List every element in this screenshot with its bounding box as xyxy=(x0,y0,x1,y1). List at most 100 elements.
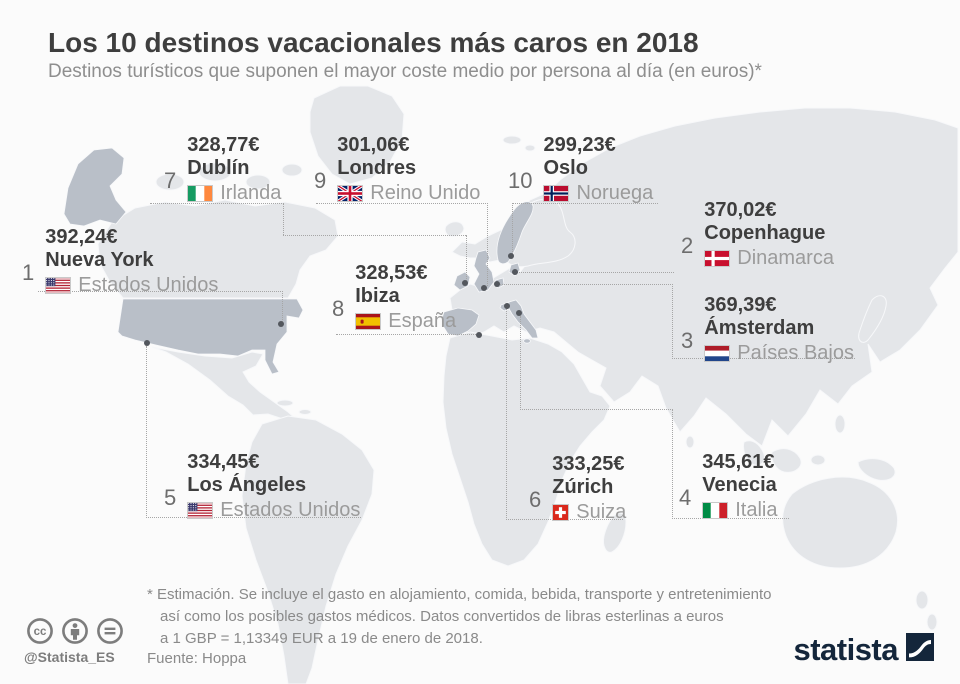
destination-country: Estados Unidos xyxy=(78,274,219,296)
country-italy-highlight xyxy=(507,299,539,339)
continent-greenland xyxy=(309,85,405,185)
destination-rank: 4 xyxy=(679,485,692,510)
spain-flag-icon xyxy=(355,313,382,330)
destination-info: 334,45€ Los Ángeles Estados Unidos xyxy=(187,451,360,522)
destination-country: Irlanda xyxy=(220,182,282,204)
statista-handle: @Statista_ES xyxy=(24,649,115,665)
footnote-line: * Estimación. Se incluye el gasto en alo… xyxy=(147,586,772,603)
destination-callout: 6 333,25€ Zúrich Suiza xyxy=(529,453,626,524)
destination-country-row: Dinamarca xyxy=(704,247,834,270)
destination-callout: 2 370,02€ Copenhague Dinamarca xyxy=(681,199,834,270)
destination-rank: 7 xyxy=(164,168,177,193)
destination-country: Noruega xyxy=(576,182,654,204)
leader-line-new-york xyxy=(282,291,283,322)
destination-country-row: Estados Unidos xyxy=(187,499,360,522)
destination-callout: 3 369,39€ Ámsterdam Países Bajos xyxy=(681,294,854,365)
continent-south-america xyxy=(241,415,375,684)
leader-line-dublin xyxy=(283,203,284,235)
statista-logo: statista xyxy=(793,633,934,666)
destination-rank: 9 xyxy=(314,168,327,193)
island-japan xyxy=(858,295,887,343)
country-usa-alaska-highlight xyxy=(63,147,127,227)
cc-by-icon xyxy=(61,617,89,650)
leader-line-dublin xyxy=(150,203,284,204)
destination-info: 328,53€ Ibiza España xyxy=(355,262,456,333)
destination-callout: 4 345,61€ Venecia Italia xyxy=(679,451,778,522)
destination-city: Los Ángeles xyxy=(187,474,307,496)
leader-line-zurich xyxy=(506,309,507,520)
destination-country: Dinamarca xyxy=(737,247,834,269)
destination-country: España xyxy=(388,310,457,332)
switzerland-flag-icon xyxy=(552,504,570,521)
island-borneo xyxy=(771,448,802,473)
destination-country-row: Países Bajos xyxy=(704,342,854,365)
destination-country-row: Reino Unido xyxy=(337,182,480,205)
destination-rank: 3 xyxy=(681,328,694,353)
destination-price: 334,45€ xyxy=(187,451,260,473)
island-madagascar xyxy=(603,512,627,553)
continent-africa xyxy=(442,331,611,567)
destination-rank: 10 xyxy=(508,168,533,193)
destination-country: Estados Unidos xyxy=(220,499,361,521)
destination-price: 328,53€ xyxy=(355,262,428,284)
city-dot-los-angeles xyxy=(144,340,150,346)
island-sulawesi xyxy=(810,454,826,466)
destination-city: Dublín xyxy=(187,157,250,179)
destination-city: Zúrich xyxy=(552,476,614,498)
island-new-guinea xyxy=(857,458,896,481)
destination-callout: 10 299,23€ Oslo Noruega xyxy=(508,134,653,205)
continent-australia xyxy=(782,476,898,569)
cc-nd-icon xyxy=(96,617,124,650)
destination-info: 301,06€ Londres Reino Unido xyxy=(337,134,480,205)
source-label: Fuente: Hoppa xyxy=(147,650,247,667)
destination-price: 345,61€ xyxy=(702,451,775,473)
leader-line-los-angeles xyxy=(146,346,147,518)
city-dot-venice xyxy=(516,310,522,316)
statista-logo-icon xyxy=(906,633,934,666)
destination-city: Oslo xyxy=(543,157,588,179)
island-sumatra xyxy=(743,440,765,466)
page-title: Los 10 destinos vacacionales más caros e… xyxy=(48,27,699,58)
caribbean-islands xyxy=(298,409,312,415)
destination-info: 369,39€ Ámsterdam Países Bajos xyxy=(704,294,854,365)
destination-callout: 9 301,06€ Londres Reino Unido xyxy=(314,134,480,205)
leader-line-amsterdam xyxy=(672,358,855,359)
country-norway-highlight xyxy=(496,201,534,265)
leader-line-oslo xyxy=(512,203,513,254)
country-usa-highlight xyxy=(117,298,304,375)
destination-price: 333,25€ xyxy=(552,453,625,475)
destination-country: Suiza xyxy=(576,501,627,523)
island-philippines xyxy=(834,414,846,434)
destination-price: 369,39€ xyxy=(704,294,777,316)
country-spain-highlight xyxy=(441,307,480,337)
destination-info: 345,61€ Venecia Italia xyxy=(702,451,778,522)
leader-line-venice xyxy=(672,409,673,519)
destination-price: 392,24€ xyxy=(45,226,118,248)
cc-icon: cc xyxy=(26,617,54,650)
destination-price: 301,06€ xyxy=(337,134,410,156)
destination-rank: 8 xyxy=(332,296,345,321)
destination-city: Ámsterdam xyxy=(704,317,815,339)
city-dot-new-york xyxy=(278,321,284,327)
destination-price: 370,02€ xyxy=(704,199,777,221)
destination-info: 392,24€ Nueva York Estados Unidos xyxy=(45,226,218,297)
destination-callout: 1 392,24€ Nueva York Estados Unidos xyxy=(22,226,218,297)
destination-country-row: Estados Unidos xyxy=(45,274,218,297)
uk-flag-icon xyxy=(337,185,364,202)
city-dot-zurich xyxy=(504,303,510,309)
leader-line-amsterdam xyxy=(672,284,673,359)
island-svalbard xyxy=(502,135,522,145)
caribbean-islands xyxy=(276,399,294,407)
leader-line-venice xyxy=(520,409,673,410)
destination-info: 299,23€ Oslo Noruega xyxy=(543,134,653,205)
country-uk-highlight xyxy=(473,249,495,293)
destination-callout: 8 328,53€ Ibiza España xyxy=(332,262,456,333)
continent-canada xyxy=(97,199,339,299)
city-dot-copenhagen xyxy=(512,269,518,275)
ireland-flag-icon xyxy=(187,185,214,202)
destination-city: Ibiza xyxy=(355,285,400,307)
island-new-zealand xyxy=(915,590,929,610)
leader-line-amsterdam xyxy=(499,284,673,285)
